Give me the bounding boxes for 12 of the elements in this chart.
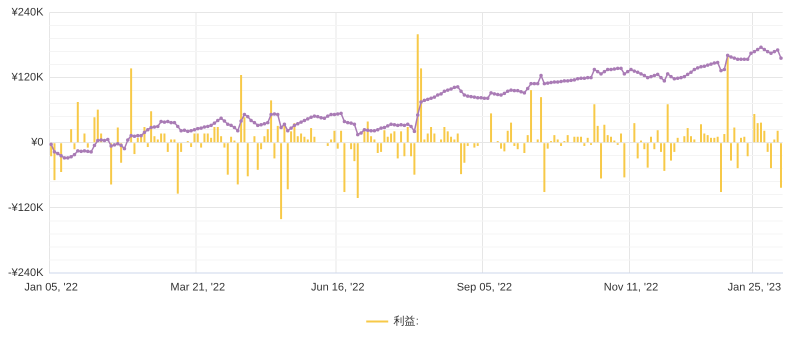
y-tick-label: ¥240K [10, 6, 44, 19]
x-tick-label: Nov 11, '22 [604, 281, 658, 294]
y-tick-label: -¥240K [8, 266, 44, 279]
x-tick-label: Mar 21, '22 [170, 281, 226, 294]
x-tick-label: Jan 25, '23 [728, 281, 782, 294]
legend-label: 利益: [394, 314, 419, 328]
y-tick-label: ¥0 [30, 136, 44, 149]
y-tick-label: -¥120K [8, 202, 44, 214]
x-tick-label: Sep 05, '22 [456, 281, 512, 294]
x-tick-label: Jan 05, '22 [24, 281, 78, 294]
y-tick-label: ¥120K [10, 72, 44, 84]
x-tick-label: Jun 16, '22 [311, 281, 364, 294]
